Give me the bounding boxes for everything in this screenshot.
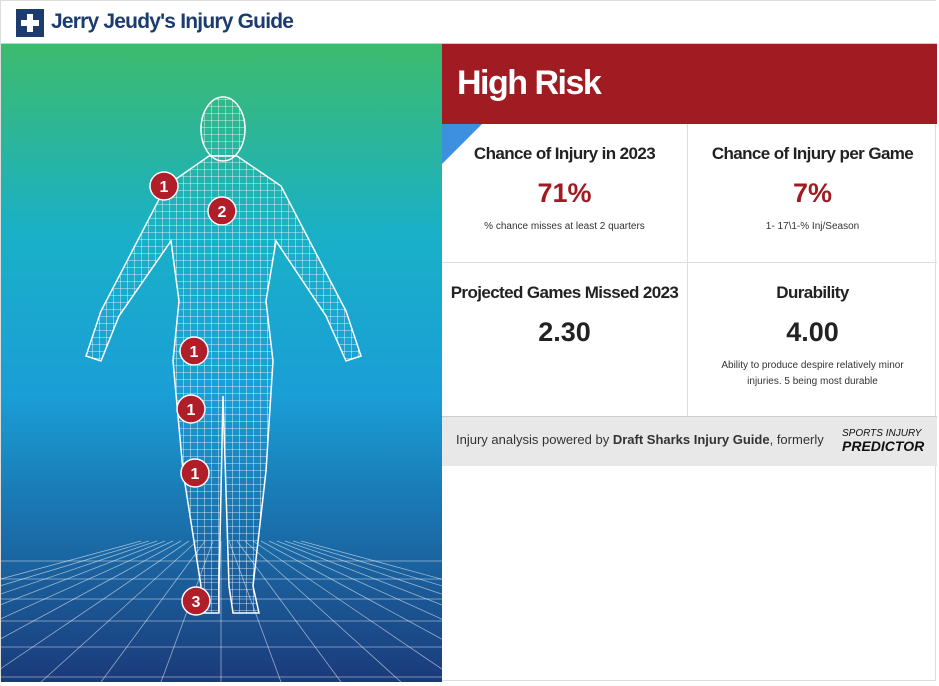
stat-value: 71% [537,178,592,208]
risk-label: High Risk [457,64,602,102]
stat-title: Projected Games Missed 2023 [450,283,679,302]
stat-title: Chance of Injury per Game [711,144,914,163]
stat-value: 7% [792,178,833,208]
floor-line [276,540,442,606]
floor-line [1,540,158,595]
footer-lead: Injury analysis powered by [456,432,610,447]
injury-count: 1 [190,344,199,361]
injury-count: 1 [191,466,200,483]
injury-marker [179,336,209,366]
corner-flag [442,124,482,164]
injury-count: 2 [218,204,227,221]
stat-value: 2.30 [538,317,591,347]
footer-brand[interactable]: Draft Sharks Injury Guide [612,432,770,447]
injury-marker [180,458,210,488]
stat-title: Chance of Injury in 2023 [473,144,656,163]
title: Jerry Jeudy's Injury Guide [51,10,294,33]
injury-marker [181,586,211,616]
floor-line [268,540,442,620]
header: Jerry Jeudy's Injury Guide [1,1,937,44]
logo-bottom: PREDICTOR [842,438,925,454]
floor-line [40,540,198,682]
floor-line [292,540,442,587]
logo-top: SPORTS INJURY [842,428,922,439]
injury-marker [207,196,237,226]
floor-line [1,540,150,587]
stat-note: Ability to produce despire relatively mi… [721,360,904,387]
footer: Injury analysis powered by Draft Sharks … [442,416,937,466]
injury-marker [176,394,206,424]
stat-value: 4.00 [786,317,839,347]
floor-line [260,540,442,640]
footer-suffix: , formerly [769,432,824,447]
floor-line [1,540,182,640]
stat-note: 1- 17\1-% Inj/Season [765,221,860,232]
stat-title: Durability [776,283,849,302]
floor-line [300,540,442,580]
stat-card: Chance of Injury in 2023 71% % chance mi… [442,124,688,263]
stat-card: Durability 4.00 Ability to produce despi… [688,263,937,416]
floor-line [1,540,174,620]
injury-count: 1 [187,402,196,419]
body-figure: 1 2 1 1 1 3 [1,44,442,682]
floor-line [252,540,442,670]
floor-line [1,540,166,605]
stat-note: % chance misses at least 2 quarters [484,221,645,232]
stat-card: Chance of Injury per Game 7% 1- 17\1-% I… [688,124,937,263]
injury-count: 1 [160,179,169,196]
floor-line [244,540,402,682]
injury-marker [149,171,179,201]
floor-line [100,540,206,682]
floor-line [284,540,442,595]
floor-line [1,540,190,669]
stat-card: Projected Games Missed 2023 2.30 [442,263,688,416]
floor-line [1,540,142,580]
injury-count: 3 [192,594,201,611]
footer-text: Injury analysis powered by Draft Sharks … [456,432,824,447]
risk-banner: High Risk [442,44,937,164]
medical-icon [16,9,44,37]
logo: SPORTS INJURY PREDICTOR [842,427,924,453]
